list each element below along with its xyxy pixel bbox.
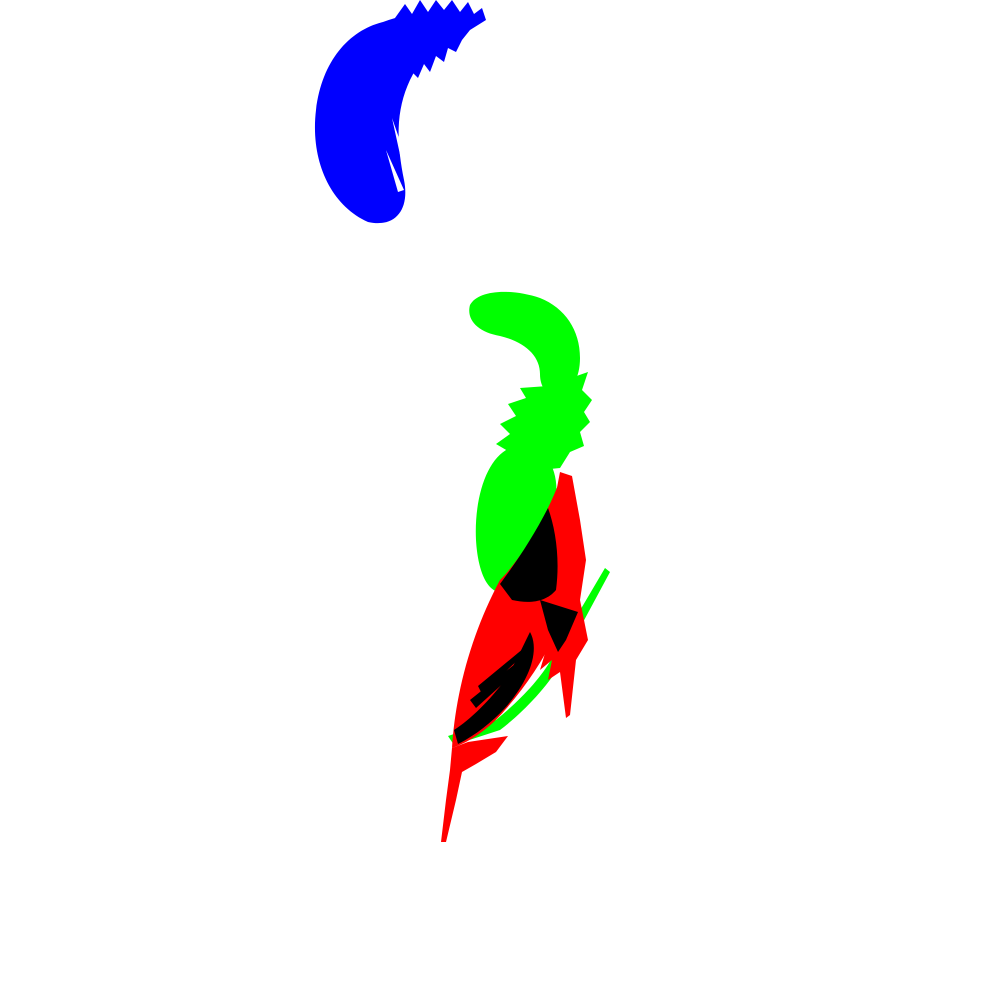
green-feather-top-curl: [469, 291, 580, 397]
overlap-region: [454, 508, 578, 744]
overlap-lower: [454, 632, 534, 744]
overlap-upper: [500, 508, 558, 602]
blue-feather: [314, 0, 486, 224]
blue-feather-vane: [314, 12, 455, 224]
green-feather-tuft: [496, 372, 592, 470]
blue-feather-slit-1: [392, 118, 412, 182]
blue-feather-slit-2: [386, 150, 404, 192]
blue-feather-barbs: [395, 0, 486, 78]
red-feather-barbs: [528, 472, 588, 718]
overlap-middle: [540, 600, 578, 652]
overlap-streaks: [470, 648, 524, 708]
red-feather-quill: [441, 736, 508, 842]
